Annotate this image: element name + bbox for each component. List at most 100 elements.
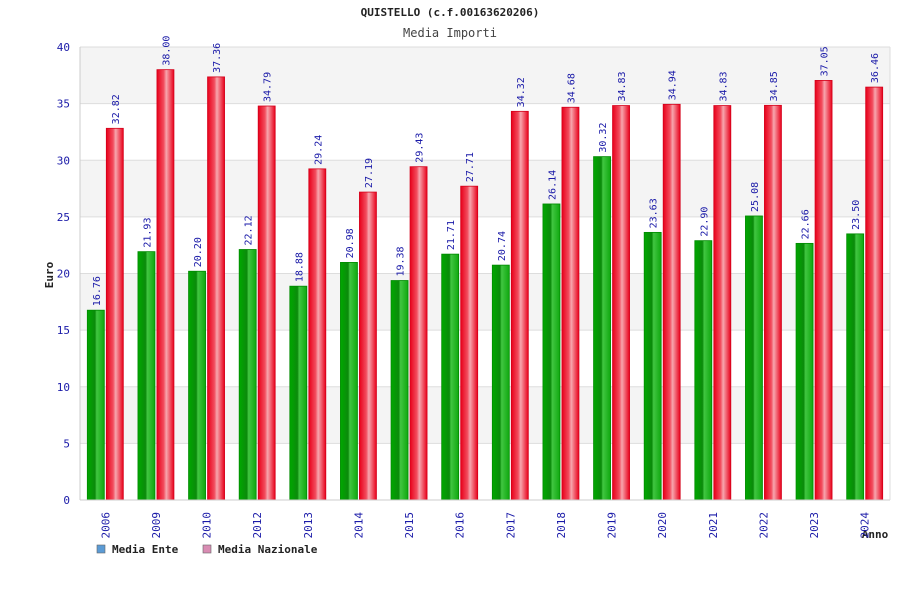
data-label-media-nazionale-2019: 34.83 bbox=[617, 71, 628, 101]
x-tick-label-2012: 2012 bbox=[251, 512, 264, 539]
bar-media-nazionale-2016 bbox=[460, 185, 479, 501]
data-label-media-nazionale-2006: 32.82 bbox=[111, 94, 122, 124]
x-tick-label-2017: 2017 bbox=[504, 512, 517, 539]
data-label-media-nazionale-2014: 27.19 bbox=[364, 158, 375, 188]
data-label-media-nazionale-2021: 34.83 bbox=[718, 71, 729, 101]
legend-swatch-media-nazionale bbox=[202, 544, 212, 554]
x-tick-label-2020: 2020 bbox=[656, 512, 669, 539]
chart-title: QUISTELLO (c.f.00163620206) bbox=[361, 6, 540, 19]
x-tick-label-2009: 2009 bbox=[150, 512, 163, 539]
y-tick-label: 25 bbox=[57, 211, 70, 224]
bar-media-ente-2012 bbox=[238, 249, 257, 501]
y-tick-label: 5 bbox=[63, 437, 70, 450]
bar-media-nazionale-2017 bbox=[510, 110, 529, 501]
data-label-media-nazionale-2012: 34.79 bbox=[263, 72, 274, 102]
data-label-media-nazionale-2024: 36.46 bbox=[870, 53, 881, 83]
bar-media-nazionale-2010 bbox=[207, 76, 225, 501]
data-label-media-ente-2017: 20.74 bbox=[497, 231, 508, 261]
data-label-media-ente-2022: 25.08 bbox=[750, 182, 761, 212]
x-tick-label-2013: 2013 bbox=[302, 512, 315, 539]
bar-media-nazionale-2012 bbox=[257, 105, 276, 501]
bar-media-nazionale-2024 bbox=[865, 86, 884, 501]
bar-media-ente-2017 bbox=[491, 264, 510, 501]
y-tick-label: 40 bbox=[57, 41, 70, 54]
x-tick-label-2022: 2022 bbox=[757, 512, 770, 539]
data-label-media-nazionale-2016: 27.71 bbox=[465, 152, 476, 182]
bar-media-ente-2024 bbox=[846, 233, 865, 501]
bar-media-ente-2022 bbox=[745, 215, 763, 501]
bar-media-ente-2019 bbox=[593, 156, 611, 501]
bar-media-ente-2014 bbox=[340, 262, 358, 501]
data-label-media-ente-2021: 22.90 bbox=[699, 207, 710, 237]
bar-media-nazionale-2019 bbox=[612, 105, 630, 501]
y-tick-label: 30 bbox=[57, 154, 70, 167]
bar-media-nazionale-2022 bbox=[764, 104, 782, 501]
data-label-media-ente-2010: 20.20 bbox=[193, 237, 204, 267]
x-tick-label-2006: 2006 bbox=[99, 512, 112, 539]
data-label-media-nazionale-2023: 37.05 bbox=[820, 46, 831, 76]
data-labels: 16.76 32.82 21.93 38.00 20.20 37.36 22.12 34.79… bbox=[92, 36, 881, 307]
legend-label-media-nazionale: Media Nazionale bbox=[218, 543, 318, 556]
data-label-media-ente-2014: 20.98 bbox=[345, 228, 356, 258]
data-label-media-ente-2009: 21.93 bbox=[142, 218, 153, 248]
bar-media-nazionale-2015 bbox=[409, 166, 428, 501]
data-label-media-ente-2006: 16.76 bbox=[92, 276, 103, 306]
data-label-media-ente-2018: 26.14 bbox=[547, 170, 558, 200]
y-tick-label: 20 bbox=[57, 268, 70, 281]
y-tick-label: 35 bbox=[57, 98, 70, 111]
bar-media-nazionale-2013 bbox=[308, 168, 327, 501]
chart-subtitle: Media Importi bbox=[403, 26, 497, 40]
x-tick-label-2014: 2014 bbox=[352, 512, 365, 539]
data-label-media-nazionale-2020: 34.94 bbox=[668, 70, 679, 100]
legend-swatch-media-ente bbox=[96, 544, 106, 554]
x-tick-label-2016: 2016 bbox=[454, 512, 467, 539]
data-label-media-nazionale-2022: 34.85 bbox=[769, 71, 780, 101]
data-label-media-nazionale-2015: 29.43 bbox=[415, 133, 426, 163]
bar-media-ente-2010 bbox=[188, 270, 206, 501]
x-tick-label-2015: 2015 bbox=[403, 512, 416, 539]
x-tick-label-2024: 2024 bbox=[859, 512, 872, 539]
data-label-media-nazionale-2013: 29.24 bbox=[313, 135, 324, 165]
x-tick-label-2018: 2018 bbox=[555, 512, 568, 539]
data-label-media-ente-2013: 18.88 bbox=[294, 252, 305, 282]
bar-media-ente-2006 bbox=[86, 309, 105, 501]
bar-media-ente-2013 bbox=[289, 285, 308, 501]
data-label-media-ente-2023: 22.66 bbox=[801, 209, 812, 239]
data-label-media-nazionale-2010: 37.36 bbox=[212, 43, 223, 73]
x-tick-label-2021: 2021 bbox=[707, 512, 720, 539]
data-label-media-ente-2020: 23.63 bbox=[649, 198, 660, 228]
bar-media-nazionale-2014 bbox=[359, 191, 377, 501]
data-label-media-nazionale-2009: 38.00 bbox=[161, 36, 172, 66]
bar-media-ente-2015 bbox=[390, 280, 409, 501]
x-tick-label-2010: 2010 bbox=[201, 512, 214, 539]
legend-label-media-ente: Media Ente bbox=[112, 543, 179, 556]
bar-media-nazionale-2018 bbox=[561, 106, 580, 501]
data-label-media-ente-2015: 19.38 bbox=[396, 246, 407, 276]
y-tick-label: 0 bbox=[63, 494, 70, 507]
y-tick-label: 15 bbox=[57, 324, 70, 337]
bar-media-ente-2016 bbox=[441, 253, 460, 501]
bars bbox=[86, 69, 884, 501]
bar-media-ente-2021 bbox=[694, 240, 713, 501]
bar-media-ente-2020 bbox=[643, 231, 662, 501]
data-label-media-ente-2019: 30.32 bbox=[598, 123, 609, 153]
y-axis-label: Euro bbox=[43, 261, 56, 288]
bar-media-nazionale-2021 bbox=[713, 105, 732, 501]
bar-media-nazionale-2006 bbox=[105, 127, 124, 501]
axes: 0 5 10 15 20 25 30 35 40 2006 2009 2010 2012 2013 2014… bbox=[57, 41, 891, 539]
x-axis-label: Anno bbox=[862, 528, 889, 541]
y-tick-label: 10 bbox=[57, 381, 70, 394]
bar-media-ente-2018 bbox=[542, 203, 561, 501]
bar-media-nazionale-2023 bbox=[814, 80, 833, 501]
data-label-media-ente-2016: 21.71 bbox=[446, 220, 457, 250]
data-label-media-ente-2012: 22.12 bbox=[244, 215, 255, 245]
bar-media-nazionale-2009 bbox=[156, 69, 175, 501]
x-tick-label-2023: 2023 bbox=[808, 512, 821, 539]
legend: Media Ente Media Nazionale bbox=[96, 543, 318, 556]
bar-media-ente-2023 bbox=[795, 242, 814, 501]
bar-media-ente-2009 bbox=[137, 251, 156, 501]
data-label-media-nazionale-2017: 34.32 bbox=[516, 77, 527, 107]
bar-media-nazionale-2020 bbox=[662, 103, 681, 501]
data-label-media-nazionale-2018: 34.68 bbox=[566, 73, 577, 103]
